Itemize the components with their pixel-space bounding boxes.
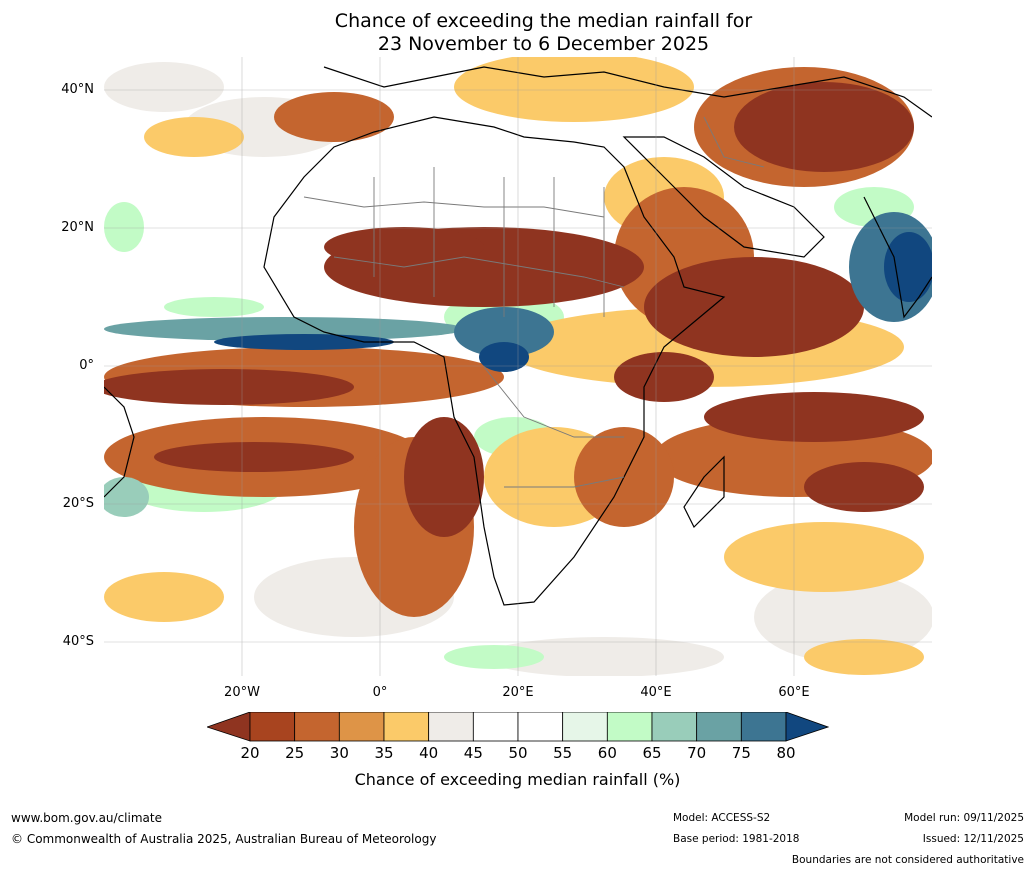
colorbar-cell — [383, 711, 430, 742]
madagascar-coastline — [683, 455, 725, 529]
lon-label-40e: 40°E — [640, 685, 672, 700]
india-coastline — [863, 196, 932, 319]
colorbar-cell — [294, 711, 340, 742]
colorbar-cell — [428, 711, 474, 742]
above-median-strong-regions — [104, 212, 932, 517]
colorbar-high-arrow — [785, 711, 830, 742]
footer-website: www.bom.gov.au/climate — [11, 811, 162, 825]
colorbar-tick-label: 35 — [374, 744, 394, 762]
colorbar-cell — [696, 711, 742, 742]
below-median-strong-regions — [104, 82, 924, 537]
footer-disclaimer: Boundaries are not considered authoritat… — [791, 854, 1024, 866]
lon-label-20e: 20°E — [502, 685, 534, 700]
colorbar-tick-label: 60 — [597, 744, 617, 762]
colorbar-tick-label: 50 — [508, 744, 528, 762]
colorbar-tick-label: 70 — [687, 744, 707, 762]
arabia-coastline — [622, 136, 825, 258]
colorbar-cell — [338, 711, 385, 742]
europe-coastline — [323, 66, 932, 118]
colorbar-cell — [517, 711, 564, 742]
colorbar-cell — [740, 711, 787, 742]
lat-label-20s: 20°S — [62, 496, 94, 511]
rainfall-probability-map — [104, 57, 932, 676]
lat-label-40s: 40°S — [62, 634, 94, 649]
colorbar-low-arrow — [205, 711, 251, 742]
footer-issued: Issued: 12/11/2025 — [922, 833, 1024, 845]
colorbar-tick-label: 40 — [419, 744, 439, 762]
footer-model: Model: ACCESS-S2 — [673, 812, 771, 824]
footer-base-period: Base period: 1981-2018 — [673, 833, 800, 845]
title-line-1: Chance of exceeding the median rainfall … — [334, 10, 753, 32]
map-svg — [104, 57, 932, 676]
colorbar-tick-label: 20 — [240, 744, 260, 762]
lon-label-20w: 20°W — [224, 685, 260, 700]
colorbar-cell — [606, 711, 653, 742]
coastlines — [104, 66, 932, 606]
colorbar-tick-label: 55 — [553, 744, 573, 762]
lat-label-0: 0° — [79, 358, 94, 373]
footer-model-run: Model run: 09/11/2025 — [904, 812, 1024, 824]
colorbar-tick-label: 65 — [642, 744, 662, 762]
lon-label-0: 0° — [372, 685, 388, 700]
country-borders — [303, 116, 765, 488]
lat-label-20n: 20°N — [61, 220, 94, 235]
title-line-2: 23 November to 6 December 2025 — [377, 33, 710, 55]
south-america-coastline — [104, 386, 135, 498]
colorbar-cell — [472, 711, 519, 742]
colorbar-svg — [205, 711, 830, 742]
map-title: Chance of exceeding the median rainfall … — [0, 10, 1035, 56]
colorbar-tick-label: 80 — [776, 744, 796, 762]
colorbar-cell — [562, 711, 608, 742]
footer-copyright: © Commonwealth of Australia 2025, Austra… — [11, 832, 437, 846]
africa-coastline — [263, 116, 726, 606]
colorbar-tick-label: 25 — [285, 744, 305, 762]
lon-label-60e: 60°E — [778, 685, 810, 700]
colorbar-cell — [651, 711, 698, 742]
colorbar-tick-label: 75 — [731, 744, 751, 762]
graticule — [104, 57, 932, 676]
colorbar-tick-label: 30 — [329, 744, 349, 762]
lat-label-40n: 40°N — [61, 82, 94, 97]
colorbar-label: Chance of exceeding median rainfall (%) — [354, 770, 681, 789]
colorbar — [205, 711, 830, 746]
colorbar-cell — [249, 711, 296, 742]
colorbar-tick-label: 45 — [463, 744, 483, 762]
